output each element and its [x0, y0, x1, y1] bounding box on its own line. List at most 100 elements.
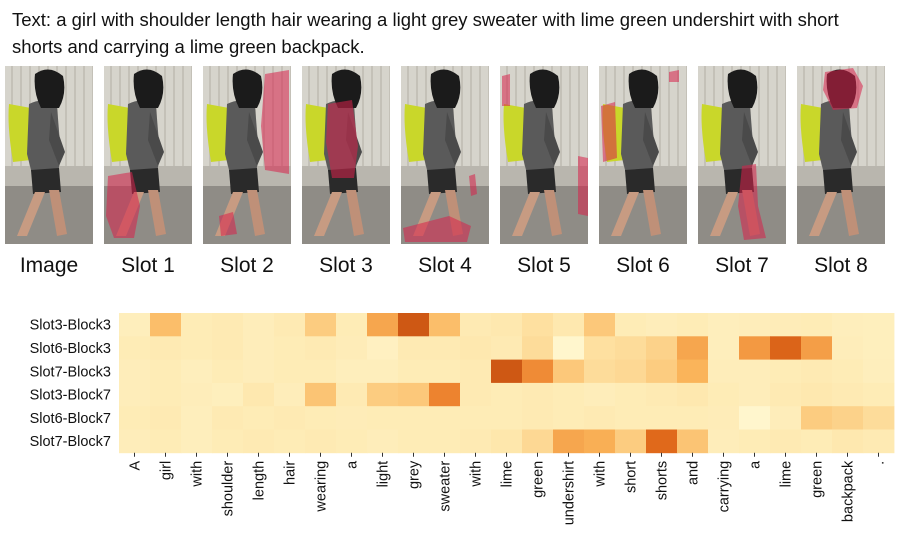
heatmap-cell — [336, 382, 368, 407]
heatmap-cell — [832, 359, 864, 384]
heatmap-cell — [491, 359, 523, 384]
heatmap-cell — [336, 406, 368, 430]
heatmap-cell — [553, 429, 585, 454]
heatmap-cell — [367, 429, 399, 454]
caption-text: Text: a girl with shoulder length hair w… — [12, 9, 839, 57]
heatmap-cell — [150, 406, 182, 430]
heatmap-cell — [584, 429, 616, 454]
heatmap-cell — [119, 313, 151, 337]
heatmap-cell — [708, 382, 740, 407]
heatmap-cell — [522, 336, 554, 360]
panel-label-slot-2: Slot 2 — [220, 254, 274, 277]
column-label: . — [872, 461, 888, 465]
heatmap-cell — [274, 336, 306, 360]
heatmap-cell — [367, 359, 399, 384]
heatmap-cell — [553, 359, 585, 384]
heatmap-cell — [181, 406, 213, 430]
attention-overlay — [469, 174, 477, 196]
heatmap-cell — [336, 429, 368, 454]
panel-label-slot-8: Slot 8 — [814, 254, 868, 277]
heatmap-cell — [739, 406, 771, 430]
row-label: Slot7-Block7 — [30, 434, 111, 450]
attention-overlay — [326, 100, 358, 178]
heatmap-cell — [522, 359, 554, 384]
attention-overlay — [578, 156, 588, 216]
panel-label-slot-6: Slot 6 — [616, 254, 670, 277]
heatmap-cell — [367, 382, 399, 407]
column-label: length — [252, 461, 268, 501]
heatmap-cell — [212, 313, 244, 337]
column-label: sweater — [438, 461, 454, 512]
heatmap-cell — [863, 359, 895, 384]
heatmap-cell — [119, 359, 151, 384]
image-panel-slot-1 — [104, 66, 192, 244]
heatmap-cell — [863, 336, 895, 360]
heatmap-cell — [429, 359, 461, 384]
heatmap-cell — [119, 429, 151, 454]
scene-graphic — [599, 66, 687, 244]
heatmap-cell — [615, 382, 647, 407]
heatmap-cell — [739, 382, 771, 407]
heatmap-cell — [770, 406, 802, 430]
heatmap-cell — [305, 406, 337, 430]
column-label: lime — [500, 461, 516, 488]
panel-label-slot-3: Slot 3 — [319, 254, 373, 277]
heatmap-cell — [460, 359, 492, 384]
heatmap-cell — [646, 429, 678, 454]
heatmap-cell — [243, 429, 275, 454]
heatmap-cell — [770, 359, 802, 384]
heatmap-cell — [832, 406, 864, 430]
scene-graphic — [500, 66, 588, 244]
heatmap-cell — [863, 313, 895, 337]
heatmap-cell — [491, 382, 523, 407]
heatmap-cell — [460, 382, 492, 407]
heatmap-cell — [336, 359, 368, 384]
heatmap-cell — [646, 406, 678, 430]
column-label: with — [593, 461, 609, 488]
heatmap-cell — [460, 406, 492, 430]
heatmap-cell — [274, 429, 306, 454]
heatmap-cell — [181, 359, 213, 384]
heatmap-cell — [832, 382, 864, 407]
heatmap-cell — [150, 359, 182, 384]
row-label: Slot7-Block3 — [30, 364, 111, 380]
heatmap-cell — [801, 429, 833, 454]
column-label: shorts — [655, 461, 671, 501]
image-panel-slot-4 — [401, 66, 489, 244]
heatmap-cell — [429, 406, 461, 430]
heatmap-cell — [398, 382, 430, 407]
row-label: Slot3-Block7 — [30, 388, 111, 404]
panel-label-image: Image — [19, 254, 79, 277]
attention-overlay — [669, 70, 679, 82]
column-label: A — [128, 460, 144, 470]
heatmap-cell — [243, 359, 275, 384]
heatmap-cell — [243, 336, 275, 360]
heatmap-cell — [336, 336, 368, 360]
scene-graphic — [797, 66, 885, 244]
heatmap-cell — [770, 313, 802, 337]
heatmap-cell — [212, 406, 244, 430]
heatmap-cell — [832, 313, 864, 337]
heatmap-cell — [274, 406, 306, 430]
heatmap-cell — [615, 429, 647, 454]
heatmap-cell — [305, 313, 337, 337]
heatmap-cell — [305, 359, 337, 384]
scene-graphic — [302, 66, 390, 244]
heatmap-cell — [677, 336, 709, 360]
heatmap-cell — [553, 336, 585, 360]
scene-graphic — [104, 66, 192, 244]
heatmap-cell — [708, 429, 740, 454]
heatmap-cell — [491, 313, 523, 337]
scene-graphic — [5, 66, 93, 244]
heatmap-cell — [708, 406, 740, 430]
heatmap-cell — [677, 359, 709, 384]
heatmap-cell — [243, 382, 275, 407]
heatmap-cell — [522, 406, 554, 430]
heatmap-cell — [801, 406, 833, 430]
heatmap-cell — [863, 406, 895, 430]
heatmap-cell — [150, 313, 182, 337]
column-label: a — [345, 460, 361, 469]
heatmap-cell — [553, 406, 585, 430]
heatmap-cell — [305, 336, 337, 360]
